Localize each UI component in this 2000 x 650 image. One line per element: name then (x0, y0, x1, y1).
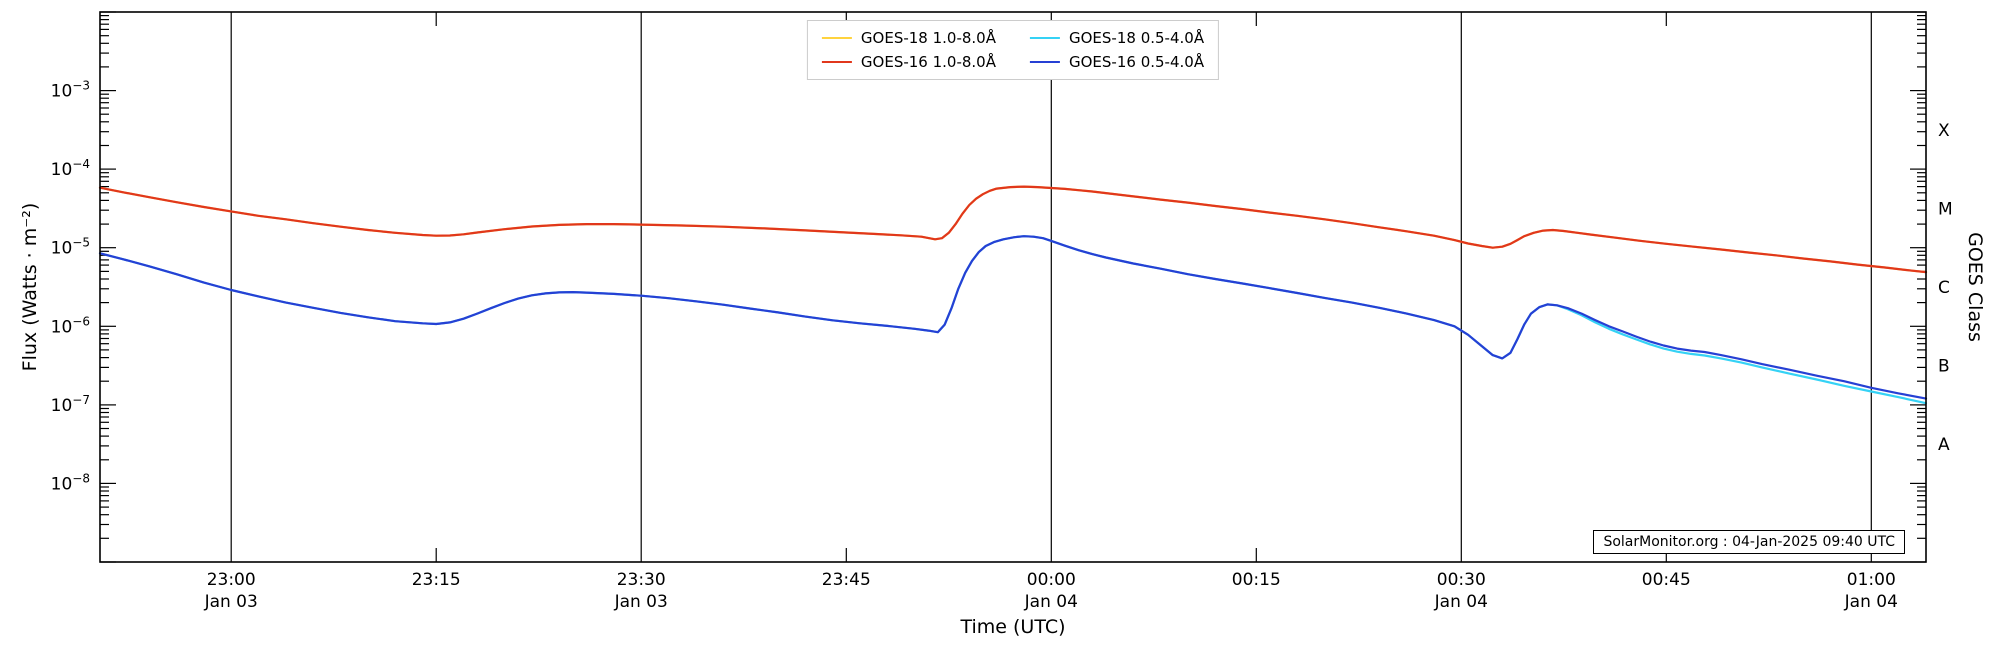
x-tick-day-label: Jan 03 (614, 592, 668, 612)
legend-swatch-goes-18-1-0-8-0 (821, 36, 852, 40)
y-axis-title-goes-class: GOES Class (1964, 232, 1986, 342)
legend-label-goes-16-0-5-4-0: GOES-16 0.5-4.0Å (1069, 53, 1205, 71)
plot-frame (99, 11, 1927, 563)
legend: GOES-18 1.0-8.0Å GOES-16 1.0-8.0Å GOES-18 … (806, 20, 1220, 80)
x-tick-day-label: Jan 04 (1434, 592, 1488, 612)
legend-swatch-goes-16-1-0-8-0 (821, 60, 852, 64)
series-line-goes-16-0-5-4-0 (98, 235, 1928, 400)
x-tick-label: 23:45 (822, 570, 871, 590)
legend-item-goes-16-0-5-4-0: GOES-16 0.5-4.0Å (1030, 53, 1204, 71)
goes-class-label-c: C (1938, 278, 1950, 298)
goes-class-label-x: X (1938, 121, 1950, 141)
legend-item-goes-18-1-0-8-0: GOES-18 1.0-8.0Å (821, 29, 996, 47)
series-line-goes-18-1-0-8-0 (98, 185, 1928, 274)
x-tick-day-label: Jan 03 (204, 592, 258, 612)
x-tick-label: 23:30 (617, 570, 666, 590)
x-tick-day-label: Jan 04 (1024, 592, 1078, 612)
x-tick-label: 23:00 (207, 570, 256, 590)
x-tick-label: 01:00 (1847, 570, 1896, 590)
y-tick-label: 10−8 (51, 471, 90, 494)
x-axis-title-time: Time (UTC) (960, 616, 1066, 638)
series-line-goes-16-1-0-8-0 (98, 185, 1928, 274)
x-tick-label: 23:15 (412, 570, 461, 590)
y-tick-label: 10−6 (51, 314, 90, 337)
y-tick-label: 10−4 (51, 157, 90, 180)
series-line-goes-18-0-5-4-0 (98, 235, 1928, 405)
x-tick-day-label: Jan 04 (1844, 592, 1898, 612)
y-tick-label: 10−5 (51, 236, 90, 259)
y-axis-title-flux: Flux (Watts · m⁻²) (19, 202, 41, 372)
y-tick-label: 10−3 (51, 79, 90, 102)
goes-class-label-m: M (1938, 199, 1953, 219)
x-tick-label: 00:15 (1232, 570, 1281, 590)
legend-label-goes-18-1-0-8-0: GOES-18 1.0-8.0Å (860, 29, 996, 47)
legend-item-goes-16-1-0-8-0: GOES-16 1.0-8.0Å (821, 53, 996, 71)
legend-swatch-goes-18-0-5-4-0 (1030, 36, 1060, 40)
legend-item-goes-18-0-5-4-0: GOES-18 0.5-4.0Å (1030, 29, 1204, 47)
x-tick-label: 00:00 (1027, 570, 1076, 590)
legend-swatch-goes-16-0-5-4-0 (1030, 60, 1060, 64)
watermark-annotation: SolarMonitor.org : 04-Jan-2025 09:40 UTC (1593, 530, 1905, 554)
goes-class-label-a: A (1938, 435, 1950, 455)
goes-class-label-b: B (1938, 357, 1950, 377)
legend-label-goes-16-1-0-8-0: GOES-16 1.0-8.0Å (860, 53, 996, 71)
legend-label-goes-18-0-5-4-0: GOES-18 0.5-4.0Å (1069, 29, 1205, 47)
x-tick-label: 00:30 (1437, 570, 1486, 590)
x-tick-label: 00:45 (1642, 570, 1691, 590)
y-tick-label: 10−7 (51, 393, 90, 416)
